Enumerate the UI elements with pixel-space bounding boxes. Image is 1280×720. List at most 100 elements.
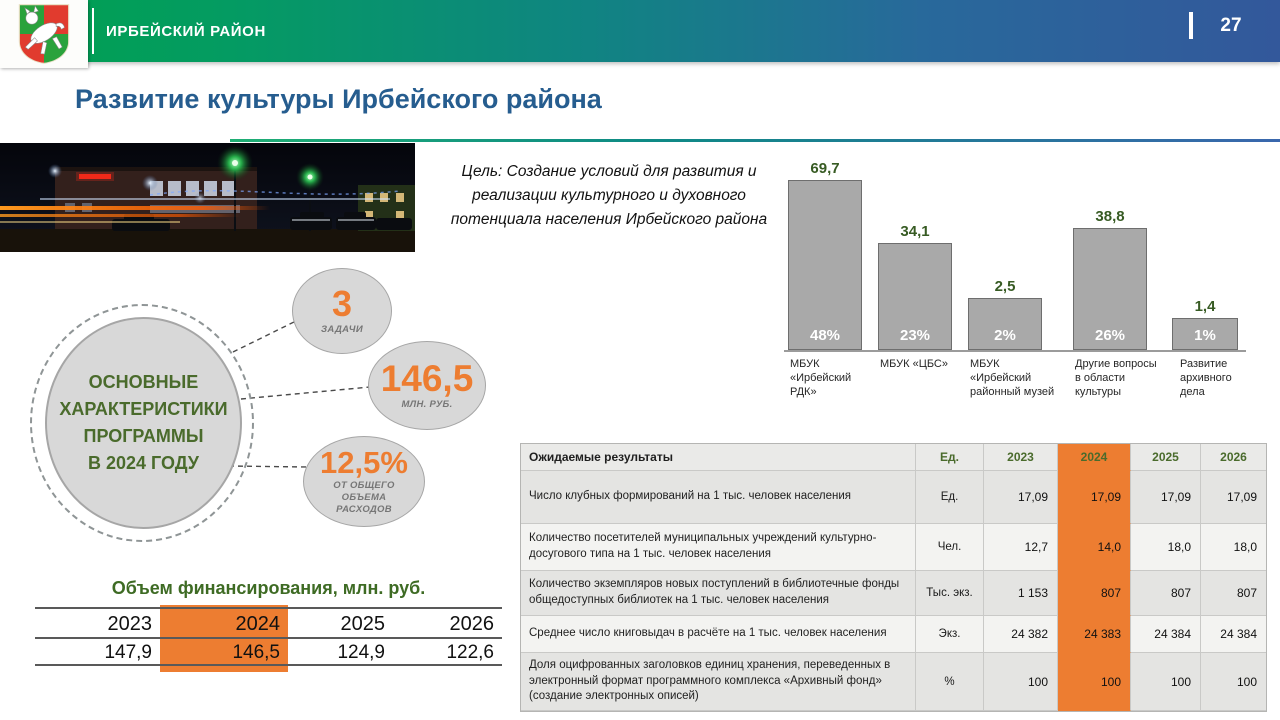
bar-percent-label: 26% (1094, 327, 1126, 344)
result-row-label: Число клубных формирований на 1 тыс. чел… (521, 471, 916, 524)
budget-bubble: 146,5 МЛН. РУБ. (368, 341, 486, 430)
result-value: 17,09 (1201, 471, 1266, 524)
result-value: 24 384 (1131, 616, 1201, 653)
financing-rule-top (35, 607, 502, 609)
financing-value: 147,9 (104, 641, 152, 663)
share-bubble: 12,5% ОТ ОБЩЕГО ОБЪЕМА РАСХОДОВ (303, 436, 425, 527)
result-value: 12,7 (984, 524, 1058, 571)
result-value: 100 (1131, 653, 1201, 711)
result-value-highlighted: 14,0 (1058, 524, 1131, 571)
financing-value: 146,5 (232, 641, 280, 663)
result-value: 18,0 (1131, 524, 1201, 571)
lynx-shield-icon (18, 4, 70, 64)
bar-percent-label: 2% (994, 327, 1016, 344)
budget-label: МЛН. РУБ. (401, 399, 453, 411)
bar-category-label: МБУК «Ирбейский районный музей (970, 358, 1055, 399)
page-number: 27 (1220, 15, 1242, 36)
bar-category-label: МБУК «Ирбейский РДК» (790, 358, 852, 399)
result-row-unit: Ед. (916, 471, 984, 524)
bar: 23% (878, 243, 952, 350)
bar: 48% (788, 180, 862, 350)
bar-value-label: 38,8 (1095, 208, 1125, 225)
results-header-year: 2025 (1131, 444, 1201, 471)
financing-year: 2023 (107, 612, 153, 635)
result-value-highlighted: 100 (1058, 653, 1131, 711)
financing-year: 2025 (340, 612, 386, 635)
result-row-label: Доля оцифрованных заголовков единиц хран… (521, 653, 916, 711)
result-value-highlighted: 24 383 (1058, 616, 1131, 653)
lynx-figure (24, 5, 65, 55)
results-table: Ожидаемые результаты Ед. 2023 2024 2025 … (520, 443, 1267, 712)
accent-line (230, 139, 1280, 142)
program-goal: Цель: Создание условий для развития и ре… (450, 163, 768, 229)
result-row-unit: Экз. (916, 616, 984, 653)
bar-percent-label: 1% (1194, 327, 1216, 344)
result-row-unit: % (916, 653, 984, 711)
financing-value: 124,9 (337, 641, 385, 663)
program-main-circle: ОСНОВНЫЕ ХАРАКТЕРИСТИКИ ПРОГРАММЫ В 2024… (45, 317, 242, 529)
night-photo (0, 143, 415, 252)
result-value: 24 382 (984, 616, 1058, 653)
financing-rule-middle (35, 637, 502, 639)
tasks-label: ЗАДАЧИ (321, 324, 363, 336)
bar-column: 1,4 1% (1172, 150, 1238, 350)
bar: 2% (968, 298, 1042, 350)
result-row-label: Количество экземпляров новых поступлений… (521, 571, 916, 616)
bar-value-label: 1,4 (1194, 298, 1216, 315)
financing-year: 2026 (449, 612, 495, 635)
result-row-label: Количество посетителей муниципальных учр… (521, 524, 916, 571)
result-value: 17,09 (984, 471, 1058, 524)
bar-column: 34,1 23% (878, 150, 952, 350)
bar-value-label: 34,1 (900, 223, 930, 240)
red-neon-sign (79, 174, 111, 179)
result-row-label: Среднее число книговыдач в расчёте на 1 … (521, 616, 916, 653)
financing-year: 2024 (235, 612, 281, 635)
bar-category-label: МБУК «ЦБС» (880, 358, 948, 370)
share-label: ОТ ОБЩЕГО ОБЪЕМА РАСХОДОВ (333, 480, 395, 515)
financing-value: 122,6 (446, 641, 494, 663)
budget-amount: 146,5 (380, 358, 474, 400)
result-row-unit: Чел. (916, 524, 984, 571)
tasks-bubble: 3 ЗАДАЧИ (292, 268, 392, 354)
result-value: 18,0 (1201, 524, 1266, 571)
bar-percent-label: 23% (899, 327, 931, 344)
financing-title: Объем финансирования, млн. руб. (111, 578, 426, 598)
result-value: 100 (1201, 653, 1266, 711)
bar-column: 69,7 48% (788, 150, 862, 350)
result-value: 807 (1201, 571, 1266, 616)
bar-percent-label: 48% (809, 327, 841, 344)
results-header-unit: Ед. (916, 444, 984, 471)
result-value: 100 (984, 653, 1058, 711)
bar: 1% (1172, 318, 1238, 350)
x-axis-line (784, 350, 1246, 352)
result-value-highlighted: 17,09 (1058, 471, 1131, 524)
result-value: 17,09 (1131, 471, 1201, 524)
share-percent: 12,5% (320, 445, 408, 481)
bar-column: 38,8 26% (1073, 150, 1147, 350)
financing-rule-bottom (35, 664, 502, 666)
page-title: Развитие культуры Ирбейского района (75, 84, 602, 114)
result-value: 24 384 (1201, 616, 1266, 653)
dashed-ring (30, 304, 254, 542)
result-value: 1 153 (984, 571, 1058, 616)
results-header-year: 2026 (1201, 444, 1266, 471)
result-value: 807 (1131, 571, 1201, 616)
header-divider (92, 8, 94, 54)
financing-years-row: 2023 2024 2025 2026 (35, 609, 502, 639)
district-name: ИРБЕЙСКИЙ РАЙОН (106, 22, 266, 40)
coat-of-arms (0, 0, 88, 68)
results-header-year: 2023 (984, 444, 1058, 471)
results-header-label: Ожидаемые результаты (521, 444, 916, 471)
page-number-divider (1189, 12, 1193, 39)
header-bar (0, 0, 1280, 62)
results-header-year-highlighted: 2024 (1058, 444, 1131, 471)
bar-category-label: Другие вопросы в области культуры (1075, 358, 1157, 399)
financing-values-row: 147,9 146,5 124,9 122,6 (35, 639, 502, 666)
tasks-count: 3 (331, 283, 353, 325)
bar-column: 2,5 2% (968, 150, 1042, 350)
result-value-highlighted: 807 (1058, 571, 1131, 616)
bar: 26% (1073, 228, 1147, 350)
bar-value-label: 2,5 (994, 278, 1016, 295)
bar-value-label: 69,7 (810, 160, 840, 177)
